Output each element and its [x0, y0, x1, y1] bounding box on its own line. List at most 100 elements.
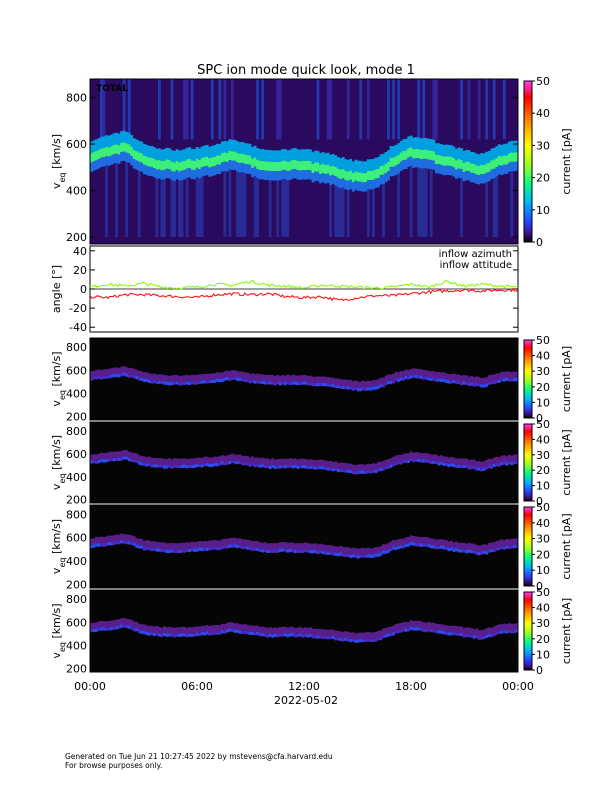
spectrogram-cell — [107, 368, 111, 376]
spectrogram-cell — [515, 152, 519, 162]
spectrogram-cell — [442, 156, 446, 166]
spectrogram-cell — [120, 618, 124, 625]
spectrogram-cell — [132, 159, 136, 169]
spectrogram-cell — [450, 380, 453, 384]
spectrogram-cell — [460, 382, 463, 386]
spectrogram-cell — [283, 179, 287, 238]
spectrogram-cell — [500, 461, 504, 466]
spectrogram-cell — [115, 373, 118, 378]
spectrogram-cell — [283, 626, 287, 634]
spectrogram-cell — [502, 164, 506, 175]
spectrogram-cell — [258, 169, 262, 180]
spectrogram-cell — [510, 538, 514, 546]
spectrogram-cell — [382, 153, 385, 166]
spectrogram-cell — [321, 152, 325, 164]
spectrogram-cell — [470, 465, 473, 470]
spectrogram-cell — [238, 538, 242, 545]
spectrogram-cell — [117, 541, 121, 545]
spectrogram-cell — [427, 377, 431, 381]
spectrogram-cell — [230, 160, 234, 170]
spectrogram-cell — [238, 371, 242, 378]
spectrogram-cell — [319, 153, 322, 165]
spectrogram-cell — [442, 372, 446, 379]
spectrogram-cell — [238, 624, 242, 631]
spectrogram-cell — [407, 148, 411, 158]
spectrogram-cell — [155, 178, 159, 238]
spectrogram-cell — [510, 630, 514, 634]
spectrogram-cell — [336, 168, 340, 178]
spectrogram-cell — [286, 542, 290, 550]
spectrogram-cell — [248, 457, 252, 464]
spectrogram-cell — [311, 635, 315, 639]
spectrogram-cell — [341, 462, 345, 470]
spectrogram-cell — [502, 629, 506, 634]
spectrogram-cell — [205, 462, 209, 467]
y-tick-label: 400 — [66, 185, 87, 198]
spectrogram-cell — [122, 540, 126, 544]
spectrogram-cell — [170, 459, 174, 466]
spectrogram-cell — [424, 622, 428, 630]
spectrogram-cell — [183, 149, 186, 161]
spectrogram-cell — [90, 622, 93, 629]
spectrogram-cell — [210, 625, 214, 632]
spectrogram-cell — [258, 458, 262, 465]
spectrogram-cell — [152, 147, 156, 159]
spectrogram-cell — [200, 380, 204, 384]
spectrogram-cell — [515, 371, 519, 378]
spectrogram-cell — [482, 164, 486, 175]
spectrogram-cell — [298, 543, 302, 550]
spectrogram-cell — [271, 381, 275, 385]
spectrogram-cell — [495, 547, 499, 551]
spectrogram-cell — [361, 547, 365, 555]
spectrogram-cell — [444, 625, 448, 632]
spectrogram-cell — [404, 150, 408, 160]
spectrogram-cell — [140, 538, 144, 546]
spectrogram-cell — [344, 170, 348, 181]
spectrogram-cell — [276, 459, 280, 466]
spectrogram-cell — [480, 461, 484, 469]
spectrogram-cell — [298, 549, 302, 554]
spectrogram-cell — [329, 175, 332, 185]
spectrogram-cell — [102, 157, 106, 167]
spectrogram-cell — [447, 457, 451, 464]
spectrogram-cell — [248, 143, 252, 156]
spectrogram-cell — [125, 450, 129, 457]
spectrogram-cell — [213, 540, 217, 547]
spectrogram-cell — [293, 458, 297, 465]
spectrogram-cell — [490, 548, 494, 553]
colorbar — [523, 80, 533, 243]
spectrogram-cell — [341, 187, 345, 238]
spectrogram-cell — [457, 159, 461, 169]
spectrogram-cell — [301, 464, 305, 469]
spectrogram-cell — [437, 164, 441, 174]
spectrogram-cell — [92, 622, 96, 629]
spectrogram-cell — [127, 132, 131, 145]
spectrogram-cell — [132, 542, 136, 546]
spectrogram-cell — [188, 168, 192, 178]
spectrogram-cell — [105, 627, 108, 631]
spectrogram-cell — [193, 464, 197, 468]
spectrogram-cell — [510, 371, 514, 379]
spectrogram-cell — [384, 466, 388, 470]
spectrogram-cell — [326, 461, 330, 468]
spectrogram-cell — [439, 378, 443, 382]
spectrogram-cell — [165, 381, 169, 385]
spectrogram-cell — [485, 634, 489, 638]
y-tick-label: 0 — [80, 283, 87, 296]
spectrogram-cell — [178, 465, 181, 469]
spectrogram-cell — [183, 160, 186, 171]
spectrogram-cell — [492, 159, 496, 169]
spectrogram-cell — [382, 550, 385, 554]
spectrogram-cell — [351, 173, 355, 183]
spectrogram-cell — [482, 550, 486, 554]
spectrogram-cell — [271, 627, 275, 635]
spectrogram-cell — [203, 463, 207, 467]
spectrogram-cell — [465, 375, 468, 382]
spectrogram-cell — [137, 377, 141, 381]
spectrogram-cell — [475, 544, 479, 552]
spectrogram-cell — [487, 375, 491, 382]
spectrogram-cell — [444, 379, 448, 383]
spectrogram-cell — [497, 463, 501, 467]
spectrogram-cell — [309, 543, 312, 551]
spectrogram-cell — [371, 463, 375, 470]
